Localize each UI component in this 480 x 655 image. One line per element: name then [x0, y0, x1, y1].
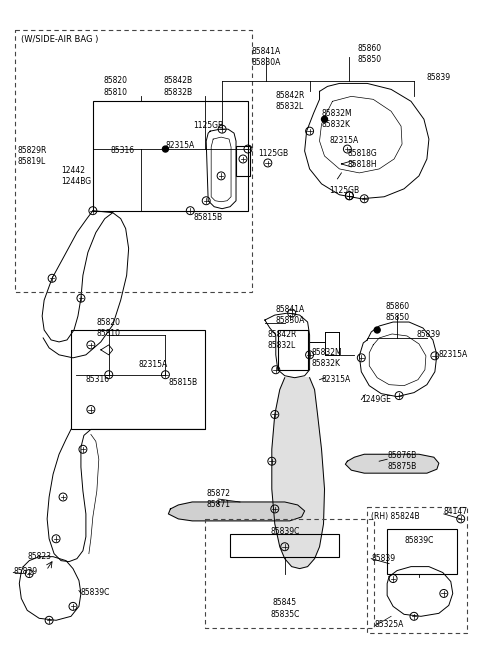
- Text: (W/SIDE-AIR BAG ): (W/SIDE-AIR BAG ): [21, 35, 99, 44]
- Text: 82315A: 82315A: [166, 141, 195, 150]
- Text: 85815B: 85815B: [168, 378, 198, 386]
- Text: 85876B
85875B: 85876B 85875B: [387, 451, 416, 472]
- Text: 85842R
85832L: 85842R 85832L: [275, 92, 304, 111]
- Text: 85818G
85818H: 85818G 85818H: [348, 149, 377, 169]
- Text: 85841A
85830A: 85841A 85830A: [251, 47, 280, 67]
- Text: 85823: 85823: [27, 552, 51, 561]
- Text: 85860
85850: 85860 85850: [385, 302, 409, 322]
- Circle shape: [162, 146, 168, 152]
- Polygon shape: [272, 378, 324, 569]
- Bar: [15, 29, 252, 292]
- Text: 85860
85850: 85860 85850: [357, 44, 381, 64]
- Text: 1249GE: 1249GE: [361, 394, 391, 403]
- Polygon shape: [168, 502, 305, 521]
- Text: 85842B
85832B: 85842B 85832B: [164, 77, 193, 96]
- Text: 85845
85835C: 85845 85835C: [270, 599, 300, 618]
- Text: 85829R
85819L: 85829R 85819L: [17, 146, 47, 166]
- Polygon shape: [346, 455, 439, 473]
- Bar: [367, 507, 467, 633]
- Text: 85815B: 85815B: [193, 213, 222, 221]
- Bar: [93, 102, 248, 211]
- Text: 1125GB: 1125GB: [258, 149, 288, 158]
- Text: 85872
85871: 85872 85871: [206, 489, 230, 509]
- Text: 85839C: 85839C: [81, 588, 110, 597]
- Text: 85839: 85839: [13, 567, 37, 576]
- Text: 85325A: 85325A: [374, 620, 404, 629]
- Bar: [205, 519, 374, 628]
- Bar: [71, 330, 205, 430]
- Text: 85839: 85839: [417, 330, 441, 339]
- Text: (RH) 85824B: (RH) 85824B: [371, 512, 420, 521]
- Text: 12442
1244BG: 12442 1244BG: [61, 166, 91, 186]
- Text: 85842R
85832L: 85842R 85832L: [268, 330, 297, 350]
- Text: 1125GB: 1125GB: [329, 186, 360, 195]
- Circle shape: [322, 116, 327, 122]
- Text: 82315A: 82315A: [439, 350, 468, 359]
- Text: 85839C: 85839C: [270, 527, 300, 536]
- Text: 82315A: 82315A: [322, 375, 351, 384]
- Bar: [230, 534, 339, 557]
- Text: 85839C: 85839C: [404, 536, 433, 545]
- Bar: [387, 529, 457, 574]
- Text: 85832M
85832K: 85832M 85832K: [312, 348, 342, 368]
- Text: 1125GB: 1125GB: [193, 121, 223, 130]
- Text: 85841A
85830A: 85841A 85830A: [275, 305, 304, 326]
- Text: 85820
85810: 85820 85810: [104, 77, 128, 96]
- Text: 85832M
85832K: 85832M 85832K: [322, 109, 352, 130]
- Text: 82315A: 82315A: [139, 360, 168, 369]
- Text: 84147: 84147: [444, 507, 468, 516]
- Text: 85316: 85316: [86, 375, 110, 384]
- Text: 82315A: 82315A: [329, 136, 359, 145]
- Bar: [278, 330, 308, 370]
- Text: 85316: 85316: [111, 146, 135, 155]
- Text: 85820
85810: 85820 85810: [97, 318, 121, 338]
- Circle shape: [374, 327, 380, 333]
- Text: 85839: 85839: [427, 73, 451, 83]
- Text: 85839: 85839: [371, 553, 396, 563]
- Bar: [236, 146, 250, 176]
